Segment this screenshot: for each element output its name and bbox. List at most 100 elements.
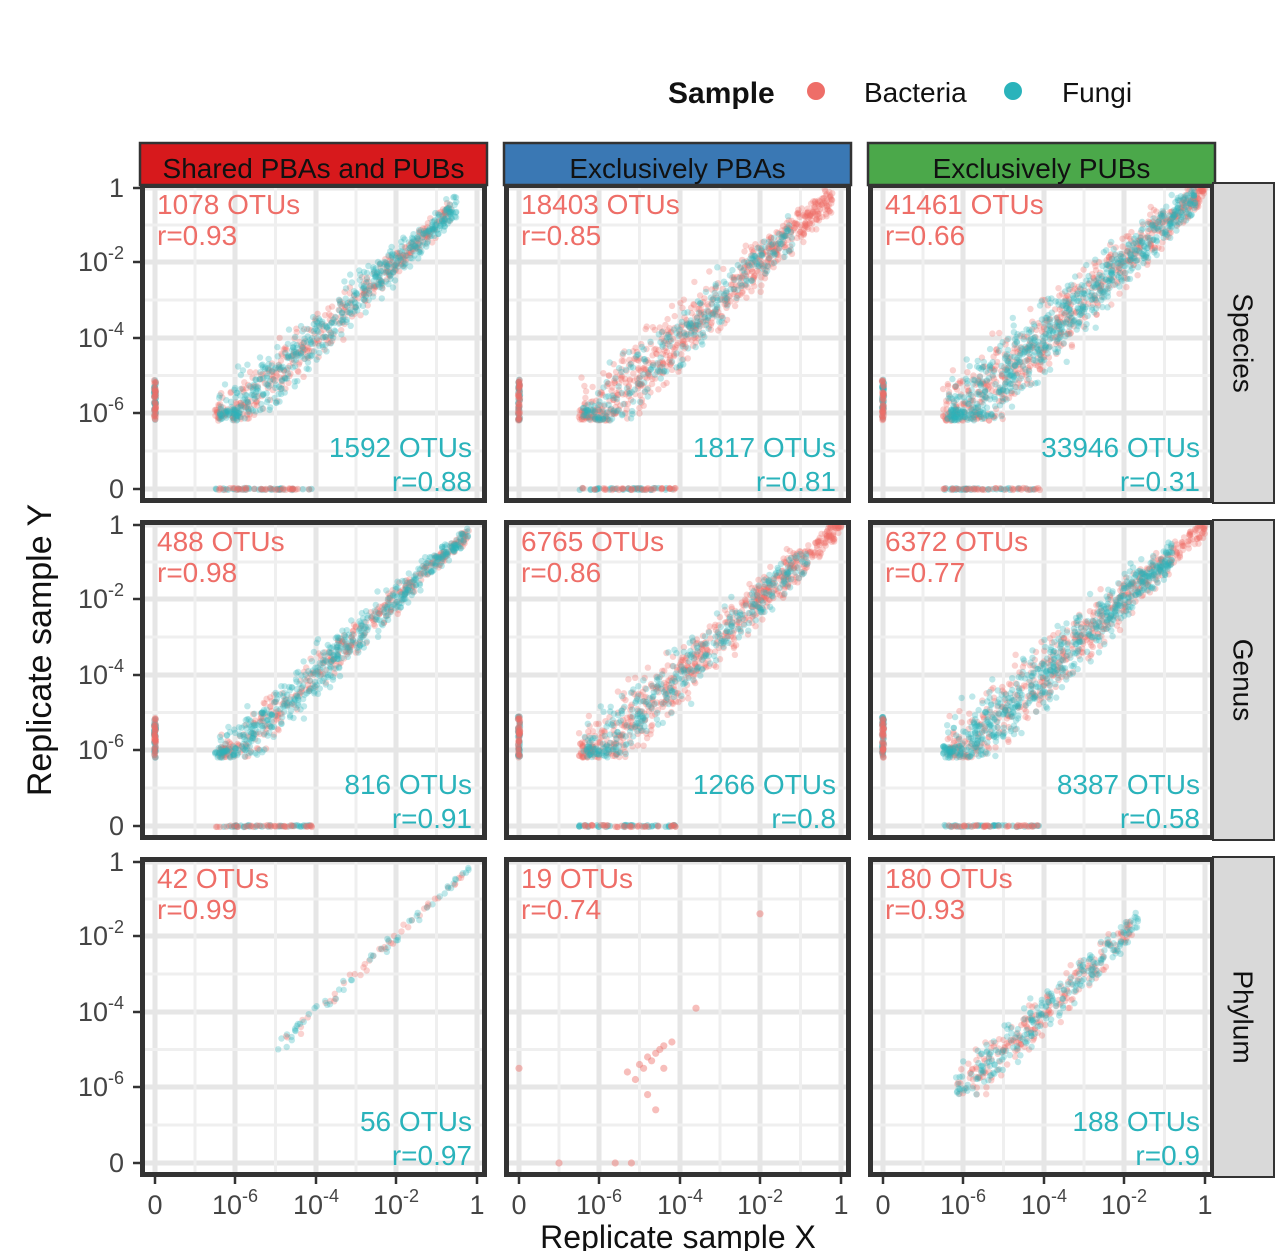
data-point bbox=[1008, 403, 1016, 410]
data-point bbox=[264, 396, 272, 403]
data-point bbox=[370, 264, 377, 271]
data-point bbox=[752, 254, 760, 261]
data-point bbox=[446, 201, 454, 209]
data-point bbox=[371, 284, 378, 291]
data-point bbox=[1022, 343, 1029, 350]
data-point bbox=[283, 696, 290, 704]
data-point bbox=[748, 288, 755, 295]
data-point bbox=[231, 406, 238, 413]
data-point bbox=[253, 399, 260, 406]
data-point bbox=[1044, 350, 1051, 357]
data-point bbox=[152, 392, 159, 399]
data-point bbox=[949, 375, 956, 383]
data-point bbox=[310, 648, 318, 656]
data-point bbox=[961, 398, 968, 405]
data-point bbox=[348, 617, 355, 624]
data-point bbox=[151, 391, 159, 399]
data-point bbox=[1117, 256, 1124, 263]
data-point bbox=[277, 486, 284, 493]
data-point bbox=[967, 391, 975, 399]
data-point bbox=[455, 531, 463, 538]
data-point bbox=[610, 485, 617, 493]
bacteria-correlation: r=0.85 bbox=[521, 220, 601, 251]
data-point bbox=[677, 361, 684, 369]
data-point bbox=[281, 689, 288, 697]
data-point bbox=[1100, 249, 1107, 256]
data-point bbox=[1131, 250, 1139, 257]
data-point bbox=[768, 241, 775, 249]
data-point bbox=[292, 486, 299, 493]
data-point bbox=[401, 264, 408, 271]
data-point bbox=[758, 282, 765, 289]
data-point bbox=[828, 200, 835, 207]
data-point bbox=[591, 486, 598, 493]
data-point bbox=[304, 325, 311, 333]
data-point bbox=[402, 244, 409, 251]
data-point bbox=[636, 410, 643, 417]
data-point bbox=[293, 352, 300, 359]
data-point bbox=[691, 278, 698, 286]
data-point bbox=[431, 217, 438, 224]
data-point bbox=[214, 823, 221, 831]
data-point bbox=[244, 361, 251, 368]
data-point bbox=[421, 229, 429, 237]
data-point bbox=[999, 398, 1007, 405]
data-point bbox=[326, 334, 333, 341]
data-point bbox=[249, 387, 256, 394]
data-point bbox=[802, 220, 809, 227]
data-point bbox=[236, 486, 243, 493]
data-point bbox=[340, 336, 347, 343]
data-point bbox=[341, 278, 348, 285]
data-point bbox=[1084, 312, 1091, 320]
data-point bbox=[1074, 322, 1082, 330]
data-point bbox=[757, 288, 764, 295]
data-point bbox=[278, 720, 285, 727]
data-point bbox=[418, 557, 425, 565]
data-point bbox=[439, 206, 447, 213]
fungi-correlation: r=0.81 bbox=[756, 466, 836, 497]
data-point bbox=[651, 485, 658, 492]
data-point bbox=[282, 823, 289, 830]
data-point bbox=[628, 407, 636, 415]
data-point bbox=[1130, 244, 1138, 251]
data-point bbox=[942, 485, 949, 492]
data-point bbox=[285, 326, 293, 333]
data-point bbox=[460, 538, 467, 546]
data-point bbox=[152, 400, 160, 407]
data-point bbox=[1158, 245, 1165, 252]
data-point bbox=[435, 211, 442, 218]
data-point bbox=[588, 412, 595, 419]
data-point bbox=[1125, 233, 1132, 240]
data-point bbox=[741, 270, 748, 277]
data-point bbox=[299, 486, 306, 493]
data-point bbox=[595, 413, 603, 421]
data-point bbox=[152, 404, 159, 411]
data-point bbox=[657, 339, 664, 346]
data-point bbox=[1009, 314, 1016, 322]
data-point bbox=[235, 485, 242, 492]
data-point bbox=[709, 296, 717, 303]
data-point bbox=[403, 252, 410, 259]
data-point bbox=[963, 356, 970, 363]
data-point bbox=[1023, 357, 1030, 364]
data-point bbox=[1037, 351, 1044, 359]
data-point bbox=[443, 199, 451, 207]
data-point bbox=[977, 412, 984, 419]
bacteria-correlation: r=0.66 bbox=[885, 220, 965, 251]
data-point bbox=[273, 372, 280, 379]
data-point bbox=[347, 271, 354, 278]
data-point bbox=[1072, 273, 1079, 280]
data-point bbox=[1027, 305, 1034, 313]
data-point bbox=[280, 486, 287, 493]
data-point bbox=[260, 714, 267, 722]
data-point bbox=[714, 264, 721, 271]
data-point bbox=[361, 297, 369, 304]
data-point bbox=[336, 297, 343, 304]
data-point bbox=[152, 379, 159, 387]
data-point bbox=[362, 309, 369, 316]
data-point bbox=[703, 318, 710, 325]
data-point bbox=[424, 220, 432, 227]
data-point bbox=[150, 389, 158, 397]
data-point bbox=[955, 485, 962, 493]
data-point bbox=[346, 648, 353, 656]
